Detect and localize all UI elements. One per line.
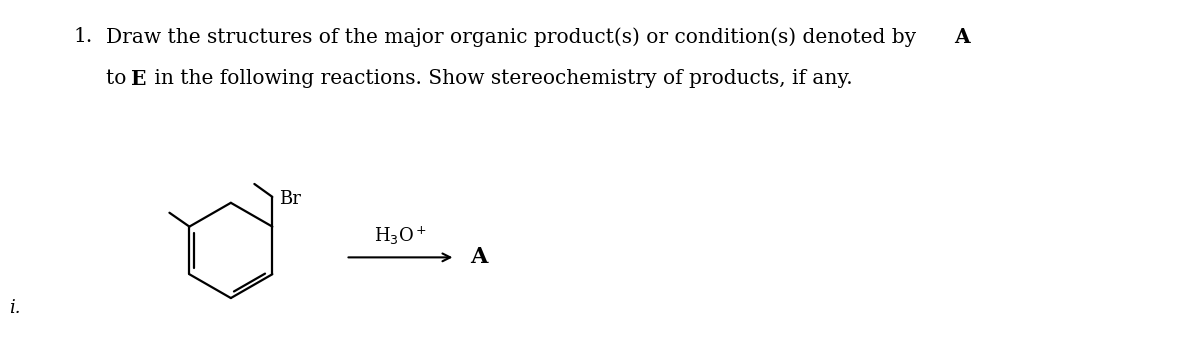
Text: 1.: 1. bbox=[73, 27, 92, 46]
Text: in the following reactions. Show stereochemistry of products, if any.: in the following reactions. Show stereoc… bbox=[148, 69, 853, 88]
Text: A: A bbox=[954, 27, 970, 47]
Text: Br: Br bbox=[280, 190, 301, 208]
Text: E: E bbox=[131, 69, 146, 89]
Text: A: A bbox=[470, 246, 487, 268]
Text: to: to bbox=[106, 69, 133, 88]
Text: i.: i. bbox=[10, 299, 20, 317]
Text: Draw the structures of the major organic product(s) or condition(s) denoted by: Draw the structures of the major organic… bbox=[106, 27, 923, 47]
Text: H$_3$O$^+$: H$_3$O$^+$ bbox=[374, 225, 427, 247]
